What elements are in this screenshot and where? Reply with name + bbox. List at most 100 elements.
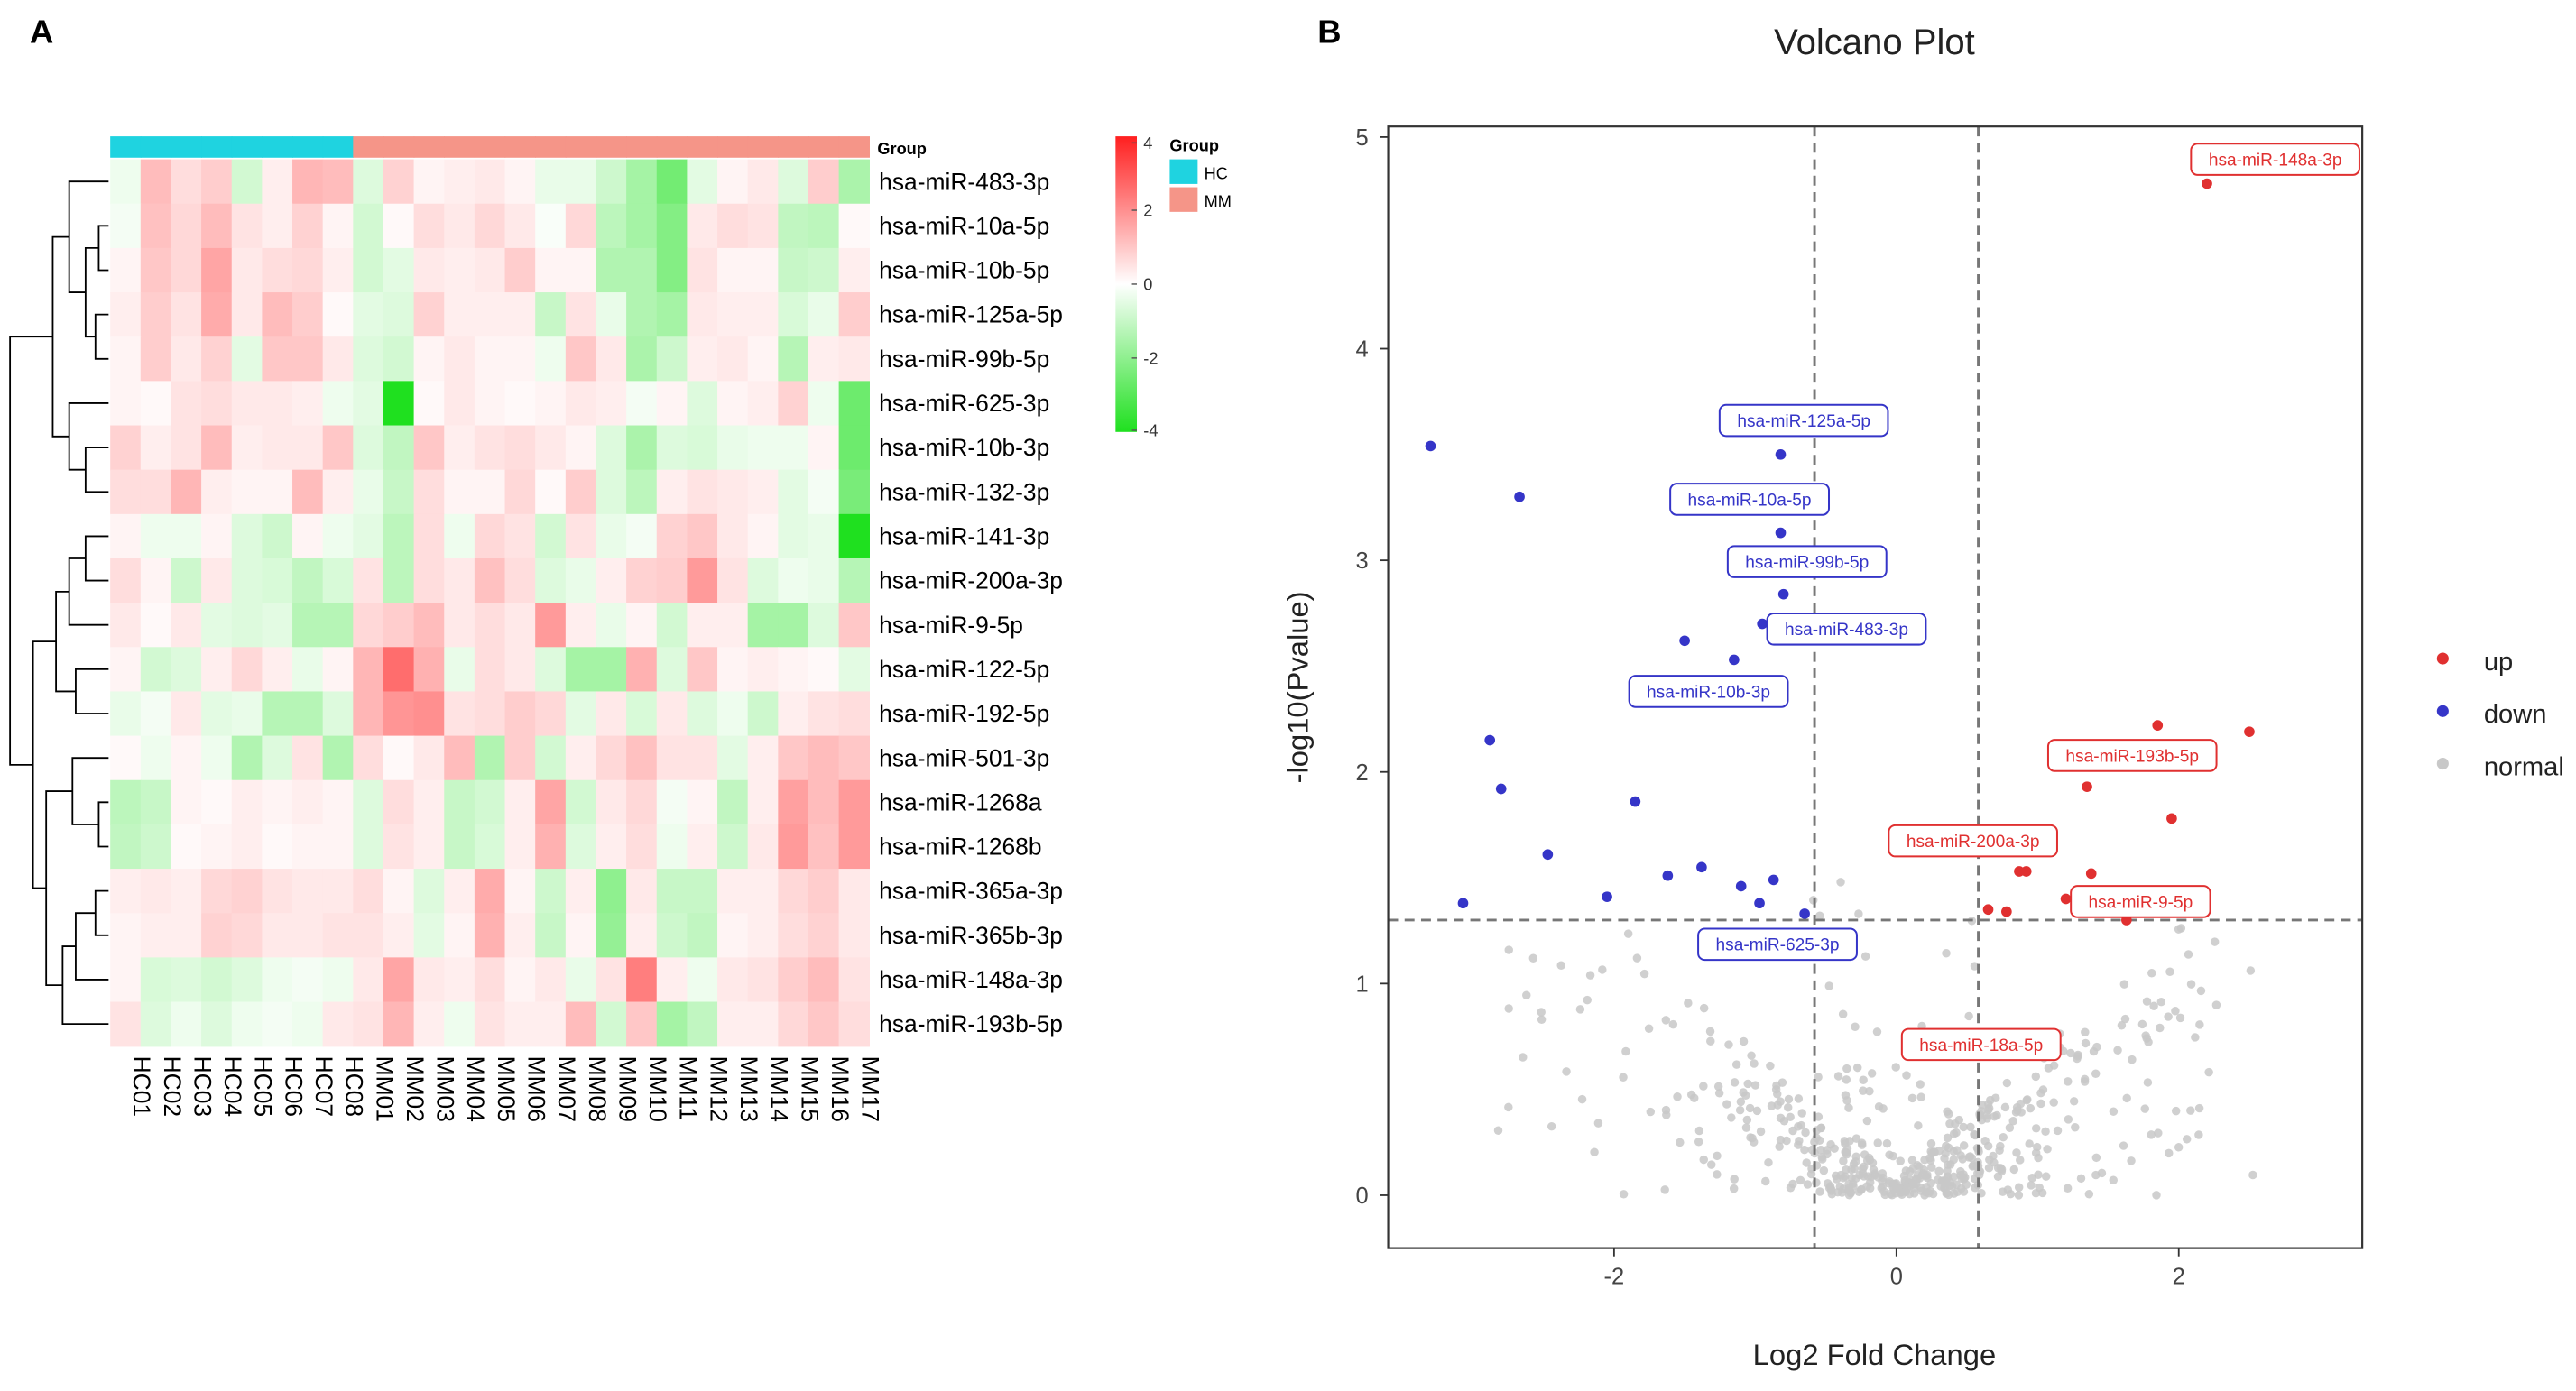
heatmap-cell [413,336,445,382]
normal-point [1868,1158,1878,1167]
heatmap-cell [596,469,627,515]
heatmap-cell [231,336,263,382]
heatmap-cell [353,469,384,515]
normal-point [2113,1046,2122,1055]
heatmap-cell [596,691,627,737]
normal-point [2092,1042,2101,1052]
normal-point [1902,1071,1911,1080]
heatmap-cell [778,425,809,471]
normal-point [1504,945,1513,954]
normal-point [1835,1182,1845,1192]
group-legend-label: MM [1205,192,1232,210]
heatmap-cell [413,203,445,249]
group-bar-cell [262,136,293,158]
heatmap-cell [353,779,384,825]
heatmap-cell [838,203,870,249]
heatmap-cell [444,292,475,337]
heatmap-cell [504,735,536,781]
heatmap-cell [596,735,627,781]
normal-point [2071,1123,2080,1132]
heatmap-cell [596,203,627,249]
heatmap-cell [353,913,384,959]
normal-point [1644,1024,1654,1033]
heatmap-cell [322,824,355,870]
heatmap-cell [504,869,536,914]
heatmap-cell [778,603,809,649]
heatmap-col-label: MM17 [857,1056,884,1122]
heatmap-cell [474,779,506,825]
heatmap-cell [838,647,870,693]
heatmap-cell [292,735,324,781]
heatmap-row-label: hsa-miR-1268b [879,834,1041,861]
group-bar-cell [110,136,142,158]
normal-point [2026,1103,2036,1113]
normal-point [1814,1073,1823,1082]
normal-point [1858,1169,1868,1178]
heatmap-cell [262,469,293,515]
heatmap-cell [474,869,506,914]
normal-point [1908,1164,1918,1174]
heatmap-cell [383,1001,415,1047]
normal-point [2097,1168,2107,1178]
group-bar-cell [747,136,780,158]
heatmap-cell [292,603,324,649]
heatmap-cell [717,159,749,205]
down-point [1729,654,1740,666]
heatmap-col-label: HC01 [128,1056,155,1117]
legend-label: down [2484,700,2547,729]
heatmap-cell [110,469,142,515]
heatmap-cell [474,203,506,249]
heatmap-cell [596,557,627,603]
normal-point [2034,1153,2043,1163]
normal-point [1916,1092,1925,1101]
heatmap-cell [717,647,749,693]
heatmap-cell [110,779,142,825]
normal-point [1794,1094,1804,1103]
heatmap-cell [201,735,233,781]
heatmap-cell [231,292,263,337]
heatmap-cell [322,425,355,471]
heatmap-cell [808,425,840,471]
heatmap-cell [808,824,840,870]
heatmap-cell [838,735,870,781]
heatmap-cell [687,735,718,781]
heatmap-cell [444,957,475,1003]
heatmap-cell [413,1001,445,1047]
heatmap-cell [838,159,870,205]
normal-point [1872,1027,1882,1036]
x-axis-label: Log2 Fold Change [1753,1338,1996,1371]
heatmap-cell [413,159,445,205]
down-point [1754,898,1765,909]
heatmap-cell [383,425,415,471]
normal-point [2182,1135,2192,1144]
heatmap-cell [565,735,597,781]
heatmap-cell [171,469,202,515]
heatmap-cell [292,381,324,427]
heatmap-cell [687,691,718,737]
normal-point [2171,1106,2181,1116]
heatmap-cell [747,1001,780,1047]
heatmap-cell [626,469,658,515]
normal-point [1590,1147,1599,1156]
heatmap-cell [596,1001,627,1047]
heatmap-row-label: hsa-miR-192-5p [879,700,1049,727]
normal-point [1699,1003,1709,1013]
heatmap-cell [656,691,688,737]
heatmap-cell [110,735,142,781]
heatmap-cell [838,425,870,471]
heatmap-cell [383,513,415,559]
heatmap-cell [626,557,658,603]
down-point [1777,588,1789,600]
heatmap-cell [444,557,475,603]
normal-point [1741,1123,1751,1132]
heatmap-cell [140,247,172,293]
heatmap-cell [838,513,870,559]
heatmap-row-label: hsa-miR-193b-5p [879,1010,1063,1037]
heatmap-cell [322,336,355,382]
point-label-box [1718,403,1889,438]
normal-point [1926,1138,1936,1148]
heatmap-cell [292,1001,324,1047]
heatmap-cell [171,691,202,737]
heatmap-cell [717,336,749,382]
